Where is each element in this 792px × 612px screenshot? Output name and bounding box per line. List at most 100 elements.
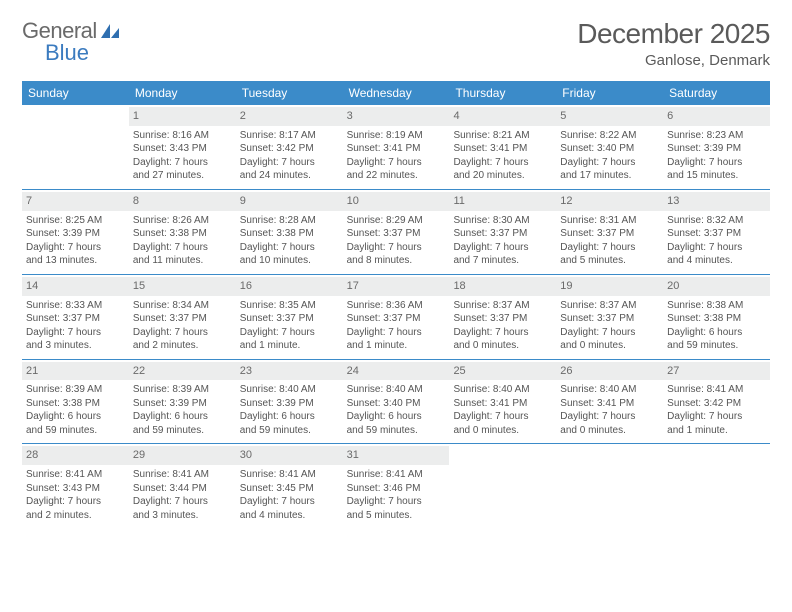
sunset-text: Sunset: 3:38 PM	[133, 227, 232, 241]
daylight-text: Daylight: 7 hours	[560, 410, 659, 424]
daylight-text: and 11 minutes.	[133, 254, 232, 268]
sunset-text: Sunset: 3:43 PM	[26, 482, 125, 496]
daylight-text: Daylight: 7 hours	[560, 326, 659, 340]
sunset-text: Sunset: 3:41 PM	[453, 397, 552, 411]
sunrise-text: Sunrise: 8:37 AM	[560, 299, 659, 313]
sunrise-text: Sunrise: 8:34 AM	[133, 299, 232, 313]
sunset-text: Sunset: 3:37 PM	[453, 312, 552, 326]
daylight-text: Daylight: 7 hours	[133, 495, 232, 509]
sunrise-text: Sunrise: 8:41 AM	[240, 468, 339, 482]
day-cell: 5Sunrise: 8:22 AMSunset: 3:40 PMDaylight…	[556, 105, 663, 189]
sunrise-text: Sunrise: 8:23 AM	[667, 129, 766, 143]
daylight-text: Daylight: 7 hours	[560, 156, 659, 170]
day-of-week-row: Sunday Monday Tuesday Wednesday Thursday…	[22, 81, 770, 105]
daylight-text: and 15 minutes.	[667, 169, 766, 183]
sunrise-text: Sunrise: 8:41 AM	[26, 468, 125, 482]
sunrise-text: Sunrise: 8:39 AM	[133, 383, 232, 397]
sunset-text: Sunset: 3:45 PM	[240, 482, 339, 496]
daylight-text: Daylight: 7 hours	[667, 156, 766, 170]
daylight-text: Daylight: 7 hours	[240, 326, 339, 340]
day-cell: 10Sunrise: 8:29 AMSunset: 3:37 PMDayligh…	[343, 190, 450, 274]
daylight-text: and 10 minutes.	[240, 254, 339, 268]
sunrise-text: Sunrise: 8:26 AM	[133, 214, 232, 228]
sunset-text: Sunset: 3:43 PM	[133, 142, 232, 156]
sunset-text: Sunset: 3:42 PM	[240, 142, 339, 156]
day-number: 22	[129, 362, 236, 381]
daylight-text: Daylight: 7 hours	[133, 241, 232, 255]
sunrise-text: Sunrise: 8:40 AM	[560, 383, 659, 397]
day-number: 23	[236, 362, 343, 381]
daylight-text: and 1 minute.	[240, 339, 339, 353]
daylight-text: Daylight: 7 hours	[347, 495, 446, 509]
daylight-text: and 59 minutes.	[667, 339, 766, 353]
daylight-text: and 59 minutes.	[26, 424, 125, 438]
day-cell: 17Sunrise: 8:36 AMSunset: 3:37 PMDayligh…	[343, 275, 450, 359]
sunset-text: Sunset: 3:37 PM	[667, 227, 766, 241]
sunrise-text: Sunrise: 8:41 AM	[667, 383, 766, 397]
daylight-text: Daylight: 7 hours	[667, 241, 766, 255]
day-cell: 30Sunrise: 8:41 AMSunset: 3:45 PMDayligh…	[236, 444, 343, 528]
sunset-text: Sunset: 3:37 PM	[453, 227, 552, 241]
daylight-text: Daylight: 7 hours	[347, 156, 446, 170]
daylight-text: Daylight: 7 hours	[667, 410, 766, 424]
sunrise-text: Sunrise: 8:35 AM	[240, 299, 339, 313]
sunset-text: Sunset: 3:37 PM	[26, 312, 125, 326]
day-cell: 25Sunrise: 8:40 AMSunset: 3:41 PMDayligh…	[449, 360, 556, 444]
daylight-text: and 3 minutes.	[26, 339, 125, 353]
sunset-text: Sunset: 3:37 PM	[560, 227, 659, 241]
day-cell: 9Sunrise: 8:28 AMSunset: 3:38 PMDaylight…	[236, 190, 343, 274]
weeks-container: 1Sunrise: 8:16 AMSunset: 3:43 PMDaylight…	[22, 105, 770, 528]
day-cell: 29Sunrise: 8:41 AMSunset: 3:44 PMDayligh…	[129, 444, 236, 528]
daylight-text: and 59 minutes.	[133, 424, 232, 438]
day-cell: 20Sunrise: 8:38 AMSunset: 3:38 PMDayligh…	[663, 275, 770, 359]
day-cell: 26Sunrise: 8:40 AMSunset: 3:41 PMDayligh…	[556, 360, 663, 444]
sunrise-text: Sunrise: 8:30 AM	[453, 214, 552, 228]
sunset-text: Sunset: 3:37 PM	[560, 312, 659, 326]
day-cell: 23Sunrise: 8:40 AMSunset: 3:39 PMDayligh…	[236, 360, 343, 444]
sunset-text: Sunset: 3:38 PM	[240, 227, 339, 241]
daylight-text: Daylight: 7 hours	[453, 241, 552, 255]
day-number: 25	[449, 362, 556, 381]
week-row: 21Sunrise: 8:39 AMSunset: 3:38 PMDayligh…	[22, 360, 770, 445]
sunrise-text: Sunrise: 8:33 AM	[26, 299, 125, 313]
day-cell: 28Sunrise: 8:41 AMSunset: 3:43 PMDayligh…	[22, 444, 129, 528]
dow-sunday: Sunday	[22, 81, 129, 105]
day-cell	[22, 105, 129, 189]
daylight-text: and 7 minutes.	[453, 254, 552, 268]
daylight-text: and 8 minutes.	[347, 254, 446, 268]
daylight-text: and 5 minutes.	[560, 254, 659, 268]
daylight-text: and 1 minute.	[347, 339, 446, 353]
daylight-text: and 2 minutes.	[133, 339, 232, 353]
sail-icon	[99, 22, 121, 40]
daylight-text: and 0 minutes.	[453, 424, 552, 438]
sunset-text: Sunset: 3:42 PM	[667, 397, 766, 411]
sunset-text: Sunset: 3:41 PM	[453, 142, 552, 156]
sunset-text: Sunset: 3:38 PM	[667, 312, 766, 326]
sunrise-text: Sunrise: 8:40 AM	[453, 383, 552, 397]
daylight-text: and 0 minutes.	[453, 339, 552, 353]
sunrise-text: Sunrise: 8:28 AM	[240, 214, 339, 228]
day-number: 9	[236, 192, 343, 211]
week-row: 28Sunrise: 8:41 AMSunset: 3:43 PMDayligh…	[22, 444, 770, 528]
daylight-text: Daylight: 7 hours	[347, 326, 446, 340]
daylight-text: and 59 minutes.	[347, 424, 446, 438]
sunset-text: Sunset: 3:40 PM	[347, 397, 446, 411]
day-cell: 16Sunrise: 8:35 AMSunset: 3:37 PMDayligh…	[236, 275, 343, 359]
day-number: 5	[556, 107, 663, 126]
daylight-text: and 5 minutes.	[347, 509, 446, 523]
daylight-text: Daylight: 6 hours	[667, 326, 766, 340]
dow-friday: Friday	[556, 81, 663, 105]
day-cell: 11Sunrise: 8:30 AMSunset: 3:37 PMDayligh…	[449, 190, 556, 274]
calendar-page: General December 2025 Ganlose, Denmark B…	[0, 0, 792, 546]
day-number: 3	[343, 107, 450, 126]
dow-saturday: Saturday	[663, 81, 770, 105]
sunrise-text: Sunrise: 8:40 AM	[347, 383, 446, 397]
sunset-text: Sunset: 3:38 PM	[26, 397, 125, 411]
day-cell	[663, 444, 770, 528]
day-number: 6	[663, 107, 770, 126]
daylight-text: and 22 minutes.	[347, 169, 446, 183]
day-cell: 8Sunrise: 8:26 AMSunset: 3:38 PMDaylight…	[129, 190, 236, 274]
day-cell: 19Sunrise: 8:37 AMSunset: 3:37 PMDayligh…	[556, 275, 663, 359]
sunset-text: Sunset: 3:37 PM	[240, 312, 339, 326]
day-number: 2	[236, 107, 343, 126]
